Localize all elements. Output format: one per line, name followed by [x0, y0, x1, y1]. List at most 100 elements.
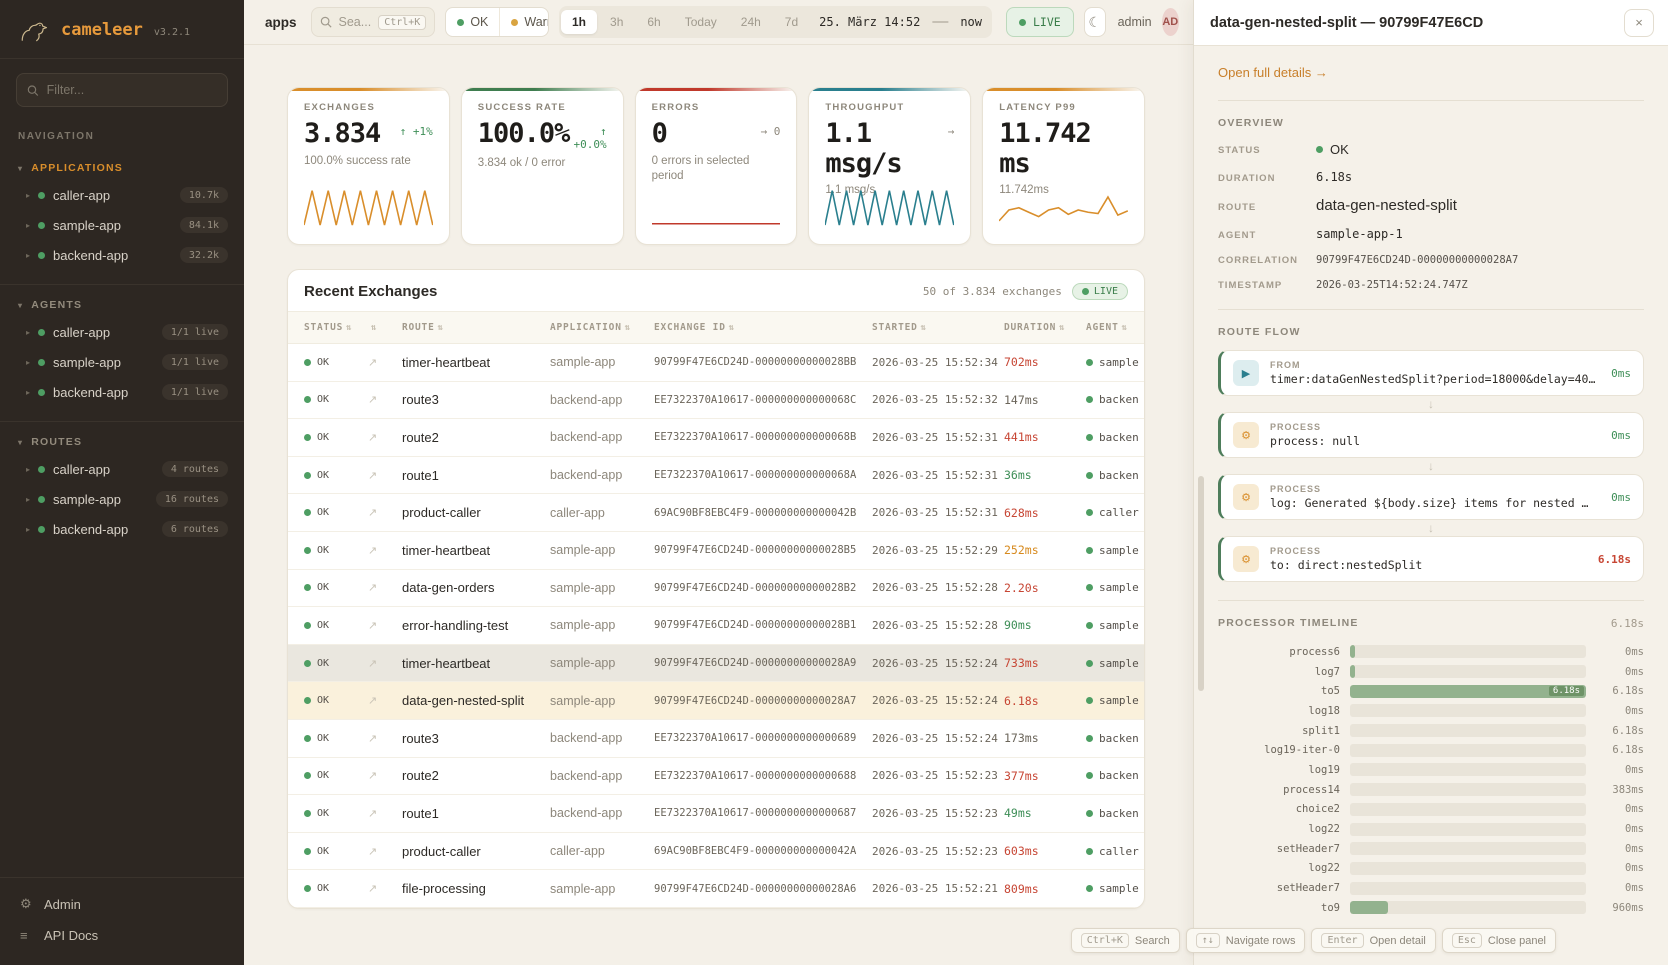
time-range-button[interactable]: Today: [684, 15, 717, 29]
section-header-routes[interactable]: ▾ ROUTES: [18, 436, 83, 448]
avatar[interactable]: AD: [1161, 8, 1179, 36]
table-row[interactable]: OK ↗ data-gen-orders sample-app 90799F47…: [288, 570, 1144, 608]
sidebar-item-admin[interactable]: ⚙ Admin: [20, 896, 81, 912]
open-exchange-icon[interactable]: ↗: [368, 582, 378, 595]
kbd-chip: Ctrl+K: [1080, 933, 1129, 948]
chevron-right-icon: ▸: [26, 494, 31, 504]
time-range-button[interactable]: 6h: [647, 15, 661, 29]
open-exchange-icon[interactable]: ↗: [368, 619, 378, 632]
table-row[interactable]: OK ↗ route1 backend-app EE7322370A10617-…: [288, 457, 1144, 495]
scrollbar[interactable]: [1198, 476, 1204, 691]
open-exchange-icon[interactable]: ↗: [368, 845, 378, 858]
ok-dot: [304, 734, 311, 742]
open-exchange-icon[interactable]: ↗: [368, 807, 378, 820]
sidebar-filter-input[interactable]: [46, 83, 217, 97]
route-cell: route3: [402, 730, 439, 746]
timeline-row: choice2 0ms: [1218, 800, 1644, 820]
theme-toggle-button[interactable]: ☾: [1083, 7, 1106, 37]
sidebar-filter[interactable]: [16, 73, 228, 107]
table-row[interactable]: OK ↗ error-handling-test sample-app 9079…: [288, 607, 1144, 645]
section-header-applications[interactable]: ▾ APPLICATIONS: [18, 162, 124, 174]
table-row[interactable]: OK ↗ product-caller caller-app 69AC90BF8…: [288, 833, 1144, 871]
sidebar-item-agent[interactable]: ▸ caller-app 1/1 live: [0, 317, 244, 347]
section-agents: ▾ AGENTS ▸ caller-app 1/1 live ▸ sample-…: [0, 284, 244, 417]
table-row[interactable]: OK ↗ route3 backend-app EE7322370A10617-…: [288, 720, 1144, 758]
sidebar-item-route[interactable]: ▸ caller-app 4 routes: [0, 454, 244, 484]
flow-step-card[interactable]: ⚙ PROCESS to: direct:nestedSplit 6.18s: [1218, 536, 1644, 582]
table-row[interactable]: OK ↗ route2 backend-app EE7322370A10617-…: [288, 419, 1144, 457]
table-row[interactable]: OK ↗ data-gen-nested-split sample-app 90…: [288, 682, 1144, 720]
flow-step-kind: FROM: [1270, 360, 1301, 370]
routes-badge: 4 routes: [161, 461, 228, 477]
open-exchange-icon[interactable]: ↗: [368, 507, 378, 520]
sidebar-item-route[interactable]: ▸ backend-app 6 routes: [0, 514, 244, 544]
table-row[interactable]: OK ↗ timer-heartbeat sample-app 90799F47…: [288, 344, 1144, 382]
sidebar-item-application[interactable]: ▸ sample-app 84.1k: [0, 210, 244, 240]
sidebar-item-application[interactable]: ▸ caller-app 10.7k: [0, 180, 244, 210]
date-range-end[interactable]: now: [960, 15, 982, 29]
recent-exchanges-card: Recent Exchanges 50 of 3.834 exchanges L…: [287, 269, 1145, 909]
table-row[interactable]: OK ↗ file-processing sample-app 90799F47…: [288, 870, 1144, 908]
flow-step: ▶ FROM timer:dataGenNestedSplit?period=1…: [1218, 350, 1644, 412]
tab-apps[interactable]: apps: [265, 14, 297, 30]
live-toggle-button[interactable]: LIVE: [1006, 7, 1074, 37]
status-dot: [38, 221, 46, 229]
flow-step-card[interactable]: ⚙ PROCESS process: null 0ms: [1218, 412, 1644, 458]
metric-label: SUCCESS RATE: [477, 102, 566, 113]
status-dot: [38, 191, 46, 199]
column-header[interactable]: STARTED ⇅: [872, 322, 927, 333]
topbar: apps Sea... Ctrl+K OK Warn: [244, 0, 1193, 45]
sidebar-item-application[interactable]: ▸ backend-app 32.2k: [0, 240, 244, 270]
route-cell: product-caller: [402, 505, 481, 521]
column-header[interactable]: ROUTE ⇅: [402, 322, 444, 333]
status-filter-toggle[interactable]: OK: [446, 8, 501, 36]
column-header[interactable]: APPLICATION ⇅: [550, 322, 631, 333]
open-exchange-icon[interactable]: ↗: [368, 431, 378, 444]
flow-step-card[interactable]: ▶ FROM timer:dataGenNestedSplit?period=1…: [1218, 350, 1644, 396]
time-range-button[interactable]: 1h: [561, 10, 598, 34]
exchange-id-cell: 90799F47E6CD24D-00000000000028A6: [654, 882, 857, 895]
ok-dot: [304, 509, 311, 517]
sidebar-item-agent[interactable]: ▸ sample-app 1/1 live: [0, 347, 244, 377]
open-exchange-icon[interactable]: ↗: [368, 770, 378, 783]
table-row[interactable]: OK ↗ route2 backend-app EE7322370A10617-…: [288, 758, 1144, 796]
panel-title: data-gen-nested-split — 90799F47E6CD: [1210, 14, 1484, 31]
open-exchange-icon[interactable]: ↗: [368, 469, 378, 482]
table-row[interactable]: OK ↗ route1 backend-app EE7322370A10617-…: [288, 795, 1144, 833]
open-exchange-icon[interactable]: ↗: [368, 695, 378, 708]
sidebar-item-agent[interactable]: ▸ backend-app 1/1 live: [0, 377, 244, 407]
processor-duration: 0ms: [1625, 763, 1644, 776]
column-header[interactable]: STATUS ⇅: [304, 322, 353, 333]
date-range-start[interactable]: 25. März 14:52: [819, 15, 921, 29]
time-range-button[interactable]: 24h: [740, 15, 761, 29]
global-search[interactable]: Sea... Ctrl+K: [310, 7, 436, 37]
table-row[interactable]: OK ↗ route3 backend-app EE7322370A10617-…: [288, 382, 1144, 420]
open-exchange-icon[interactable]: ↗: [368, 356, 378, 369]
route-cell: error-handling-test: [402, 617, 509, 633]
timeline-row: log22 0ms: [1218, 819, 1644, 839]
table-row[interactable]: OK ↗ timer-heartbeat sample-app 90799F47…: [288, 644, 1144, 683]
flow-step-duration: 0ms: [1611, 366, 1631, 380]
flow-step-card[interactable]: ⚙ PROCESS log: Generated ${body.size} it…: [1218, 474, 1644, 520]
open-exchange-icon[interactable]: ↗: [368, 544, 378, 557]
section-routes: ▾ ROUTES ▸ caller-app 4 routes ▸ sample-…: [0, 421, 244, 554]
section-header-agents[interactable]: ▾ AGENTS: [18, 299, 83, 311]
time-range-button[interactable]: 3h: [610, 15, 624, 29]
table-row[interactable]: OK ↗ product-caller caller-app 69AC90BF8…: [288, 494, 1144, 532]
time-range-button[interactable]: 7d: [784, 15, 799, 29]
column-header[interactable]: EXCHANGE ID ⇅: [654, 322, 735, 333]
open-exchange-icon[interactable]: ↗: [368, 883, 378, 896]
camel-logo-icon: [21, 22, 48, 42]
column-header[interactable]: AGENT ⇅: [1086, 322, 1128, 333]
open-exchange-icon[interactable]: ↗: [368, 394, 378, 407]
open-exchange-icon[interactable]: ↗: [368, 657, 378, 670]
sidebar-item-route[interactable]: ▸ sample-app 16 routes: [0, 484, 244, 514]
close-panel-button[interactable]: ×: [1624, 8, 1654, 37]
column-header[interactable]: ⇅: [368, 323, 402, 333]
open-exchange-icon[interactable]: ↗: [368, 732, 378, 745]
open-full-details-link[interactable]: Open full details →: [1218, 65, 1328, 80]
table-row[interactable]: OK ↗ timer-heartbeat sample-app 90799F47…: [288, 532, 1144, 570]
sidebar-item-api-docs[interactable]: ≡ API Docs: [20, 928, 99, 943]
column-header[interactable]: DURATION ⇅: [1004, 322, 1066, 333]
status-filter-toggle[interactable]: Warn: [500, 8, 548, 36]
